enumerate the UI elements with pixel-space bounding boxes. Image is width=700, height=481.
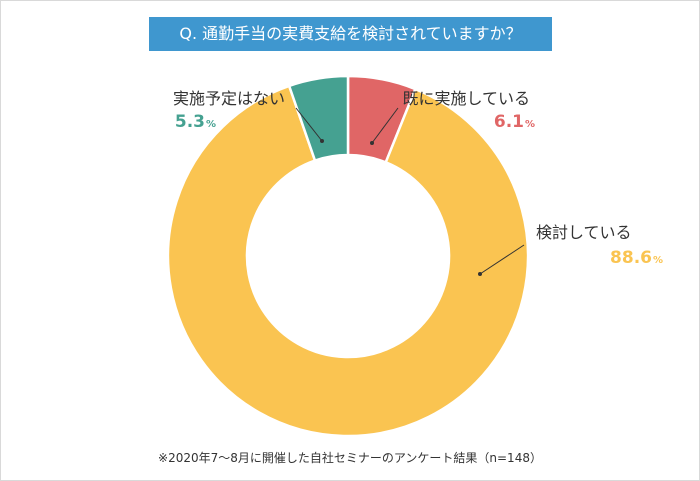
leader-dot-already <box>370 141 374 145</box>
chart-footnote: ※2020年7～8月に開催した自社セミナーのアンケート結果（n=148） <box>158 451 542 465</box>
slice-value-no-plan: 5.3 <box>175 112 205 132</box>
slice-value-considering: 88.6 <box>610 248 652 268</box>
slice-unit-considering: % <box>653 255 663 266</box>
leader-line-no-plan <box>295 107 323 142</box>
donut-slice-considering <box>166 84 530 438</box>
leader-line-considering <box>479 244 525 275</box>
slice-label-no-plan: 実施予定はない <box>173 89 285 108</box>
chart-title: Q. 通勤手当の実費支給を検討されていますか？ <box>149 17 552 51</box>
slice-label-already: 既に実施している <box>402 89 530 108</box>
slice-unit-no-plan: % <box>206 119 216 130</box>
leader-dot-considering <box>478 272 482 276</box>
slice-label-considering: 検討している <box>536 223 632 242</box>
slice-value-already: 6.1 <box>494 112 524 132</box>
slice-unit-already: % <box>525 119 535 130</box>
donut-slice-no-plan <box>287 74 350 163</box>
donut-slices <box>166 74 530 438</box>
leader-line-already <box>371 107 399 144</box>
leader-dot-no-plan <box>320 139 324 143</box>
